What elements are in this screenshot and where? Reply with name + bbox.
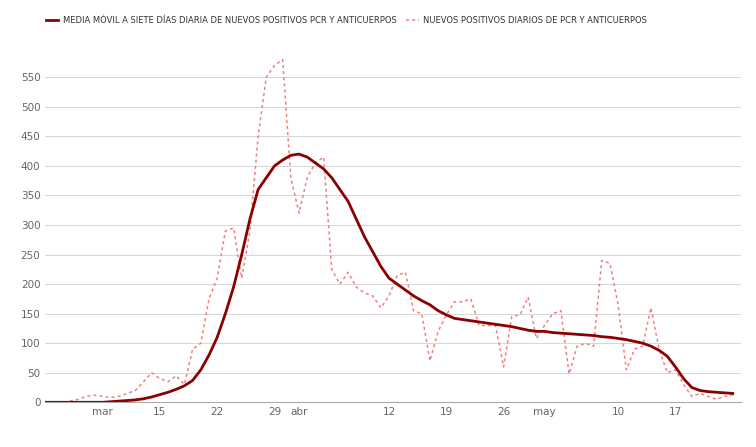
- Legend: MEDIA MÓVIL A SIETE DÍAS DIARIA DE NUEVOS POSITIVOS PCR Y ANTICUERPOS, NUEVOS PO: MEDIA MÓVIL A SIETE DÍAS DIARIA DE NUEVO…: [42, 13, 650, 28]
